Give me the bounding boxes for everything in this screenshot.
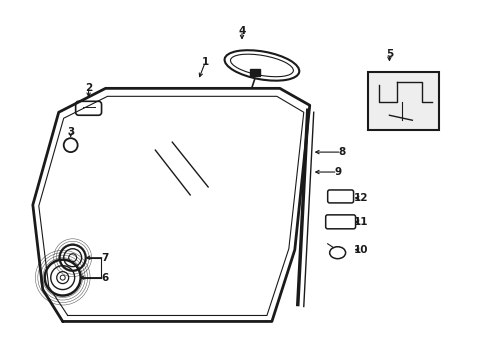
Text: 12: 12 (354, 193, 368, 203)
Text: 10: 10 (354, 245, 368, 255)
Text: 8: 8 (337, 147, 345, 157)
Text: 5: 5 (385, 49, 392, 59)
Text: 6: 6 (101, 273, 108, 283)
Text: 2: 2 (85, 84, 92, 93)
Text: 3: 3 (67, 127, 74, 137)
Text: 11: 11 (354, 217, 368, 227)
Text: 4: 4 (238, 26, 245, 36)
Bar (367, 72, 438, 130)
Bar (249, 69, 260, 76)
Text: 7: 7 (101, 253, 108, 263)
Text: 9: 9 (333, 167, 341, 177)
Text: 1: 1 (201, 58, 208, 67)
